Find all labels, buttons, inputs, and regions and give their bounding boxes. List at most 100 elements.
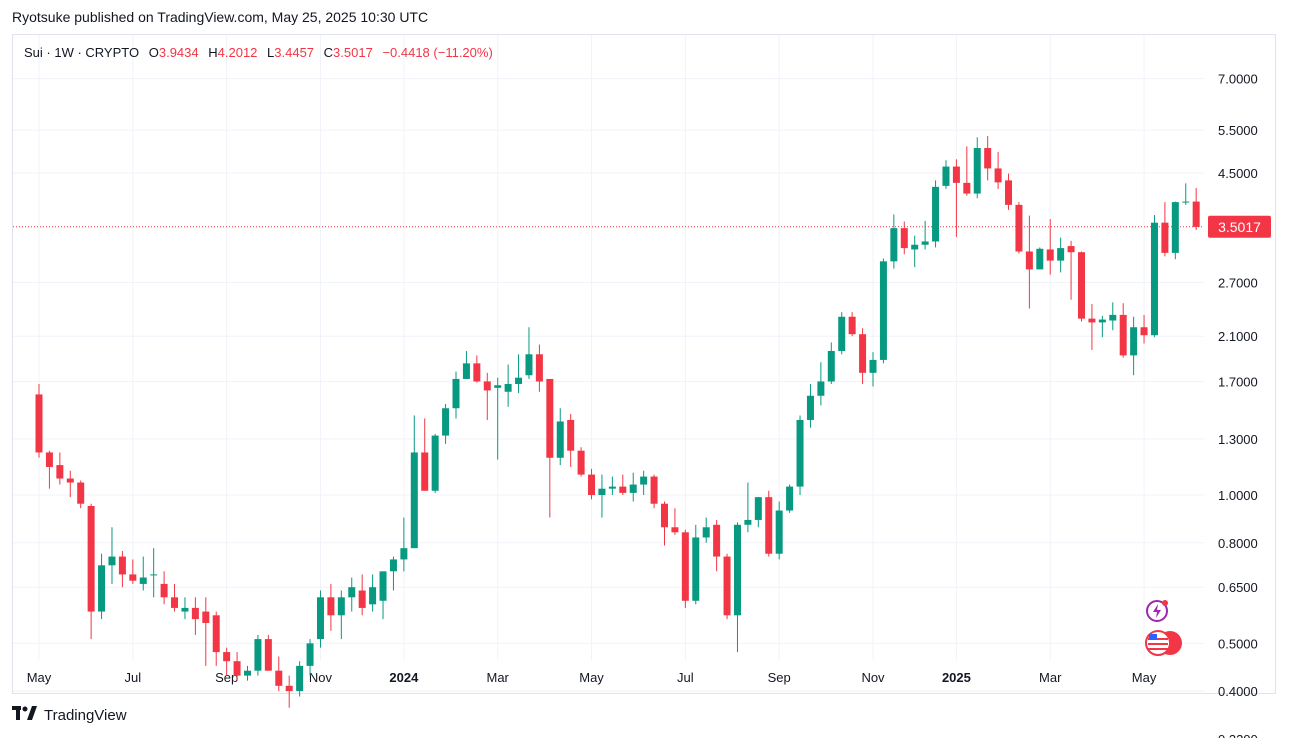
x-tick-label: Nov: [309, 670, 333, 685]
close-value: 3.5017: [333, 45, 373, 60]
candle-up: [838, 316, 846, 351]
y-tick-label: 2.1000: [1218, 329, 1258, 344]
last-price-badge: [1208, 215, 1271, 238]
candle-down: [45, 452, 53, 467]
candle-up: [1109, 314, 1117, 321]
candle-down: [202, 611, 210, 623]
candle-down: [681, 532, 689, 601]
change-value: −0.4418 (−11.20%): [382, 45, 493, 60]
candle-down: [264, 639, 272, 671]
candle-down: [546, 378, 554, 458]
close-label: C: [323, 45, 334, 60]
candle-up: [431, 435, 439, 491]
candle-up: [598, 488, 606, 495]
candle-down: [1067, 246, 1075, 253]
candle-down: [66, 478, 74, 483]
candle-down: [984, 148, 992, 169]
candle-down: [421, 452, 429, 491]
symbol-label[interactable]: Sui · 1W · CRYPTO: [24, 45, 140, 60]
candle-down: [233, 661, 241, 676]
candle-up: [389, 559, 397, 572]
candle-up: [108, 556, 116, 566]
tradingview-footer: TradingView: [12, 706, 127, 725]
candle-up: [879, 261, 887, 360]
candle-down: [619, 486, 627, 493]
publisher-header: Ryotsuke published on TradingView.com, M…: [12, 9, 429, 25]
candle-up: [827, 350, 835, 382]
candle-down: [1119, 314, 1127, 356]
candle-down: [1015, 204, 1023, 252]
y-tick-label: 1.7000: [1218, 374, 1258, 389]
candle-down: [848, 316, 856, 335]
candle-up: [462, 363, 470, 379]
y-tick-label: 2.7000: [1218, 275, 1258, 290]
candle-up: [504, 383, 512, 392]
candle-up: [296, 665, 304, 692]
high-value: 4.2012: [217, 45, 258, 60]
candle-up: [702, 527, 710, 538]
chart-frame: [12, 34, 1276, 694]
high-label: H: [208, 45, 218, 60]
candle-down: [661, 503, 668, 528]
candle-up: [337, 597, 345, 616]
candle-down: [963, 182, 971, 194]
x-tick-label: Mar: [1039, 670, 1062, 685]
candle-down: [77, 482, 85, 504]
brand-label[interactable]: TradingView: [44, 707, 127, 724]
candle-up: [410, 452, 418, 549]
candle-up: [150, 574, 158, 576]
candle-up: [744, 519, 752, 525]
x-tick-label: May: [27, 670, 52, 685]
candle-down: [223, 652, 231, 662]
candle-up: [1057, 248, 1065, 261]
candle-up: [1098, 319, 1106, 323]
candle-down: [327, 597, 335, 616]
x-tick-label: Jul: [125, 670, 142, 685]
candle-down: [118, 556, 126, 575]
candle-down: [285, 685, 293, 692]
candle-down: [577, 450, 585, 475]
candle-down: [473, 363, 481, 382]
candle-up: [348, 587, 356, 598]
x-tick-label: Sep: [768, 670, 791, 685]
candle-up: [786, 486, 794, 511]
candle-up: [932, 186, 940, 242]
candle-up: [244, 670, 251, 676]
y-tick-label: 0.8000: [1218, 536, 1258, 551]
candle-up: [817, 381, 825, 396]
y-tick-label: 5.5000: [1218, 123, 1258, 138]
y-tick-label: 0.6500: [1218, 580, 1258, 595]
candle-down: [129, 574, 137, 581]
candle-up: [369, 587, 377, 605]
candle-down: [1025, 251, 1033, 270]
low-label: L: [267, 45, 275, 60]
x-tick-label: May: [579, 670, 604, 685]
candle-up: [890, 228, 898, 262]
candle-up: [181, 607, 189, 612]
candle-up: [869, 359, 877, 373]
x-tick-label: Jul: [677, 670, 694, 685]
candle-up: [306, 643, 314, 666]
candle-down: [588, 474, 596, 495]
candle-down: [212, 615, 220, 653]
flash-icon[interactable]: [1145, 599, 1169, 623]
candle-down: [1192, 201, 1200, 227]
candle-down: [713, 524, 721, 557]
candle-up: [452, 378, 460, 409]
candle-up: [973, 148, 981, 194]
candle-down: [567, 419, 575, 451]
candle-up: [515, 377, 523, 384]
us-flag-icon[interactable]: [1144, 629, 1184, 657]
candle-up: [1130, 327, 1138, 356]
y-tick-label: 0.3200: [1218, 732, 1258, 738]
candle-up: [629, 484, 637, 493]
candle-up: [316, 597, 324, 640]
ohlc-legend: Sui · 1W · CRYPTO O3.9434 H4.2012 L3.445…: [24, 45, 493, 60]
x-tick-label: 2024: [389, 670, 419, 685]
candle-up: [1150, 222, 1158, 336]
candle-down: [358, 590, 366, 608]
candle-up: [806, 395, 814, 420]
candle-down: [35, 394, 43, 453]
open-label: O: [148, 45, 159, 60]
